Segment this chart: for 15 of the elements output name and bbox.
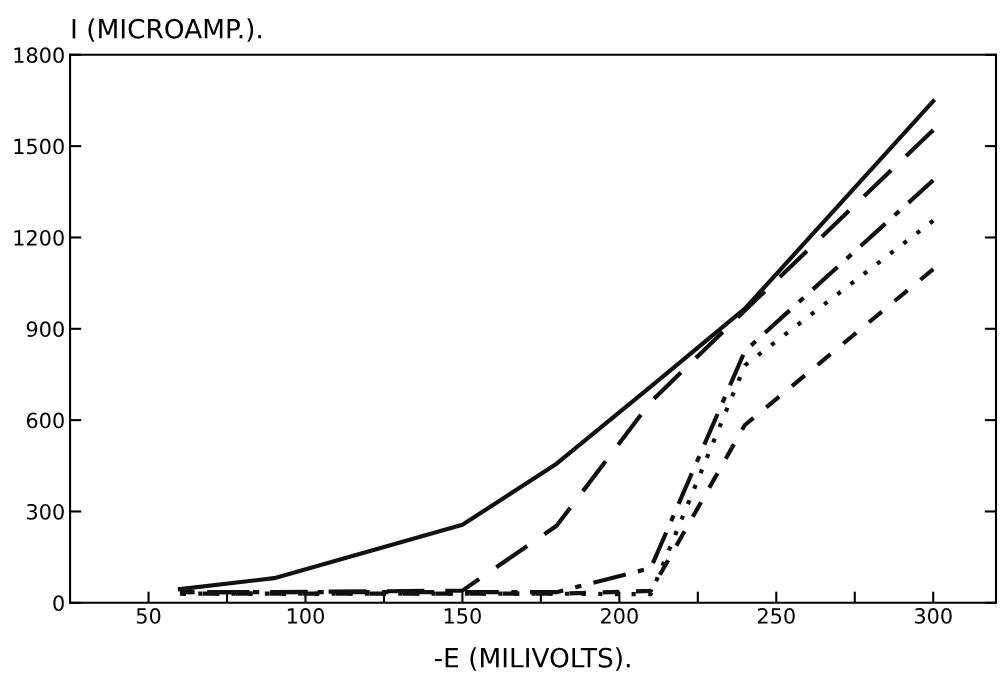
x-tick-label: 300 [914,608,952,624]
y-tick-label: 600 [26,412,64,429]
x-tick-label: 50 [136,608,161,624]
y-tick-label: 1200 [14,229,64,246]
x-axis-title: -E (MILIVOLTS). [434,647,630,671]
y-tick-label: 0 [53,595,64,612]
x-tick-label: 100 [287,608,324,624]
y-tick-label: 300 [27,503,64,520]
x-tick-label: 150 [444,608,481,624]
y-axis-title: I (MICROAMP.). [72,18,261,42]
y-tick-label: 900 [26,321,64,338]
y-tick-label: 1500 [14,138,64,155]
x-tick-label: 200 [600,608,638,624]
y-tick-label: 1800 [14,47,64,64]
x-tick-label: 250 [757,608,795,624]
